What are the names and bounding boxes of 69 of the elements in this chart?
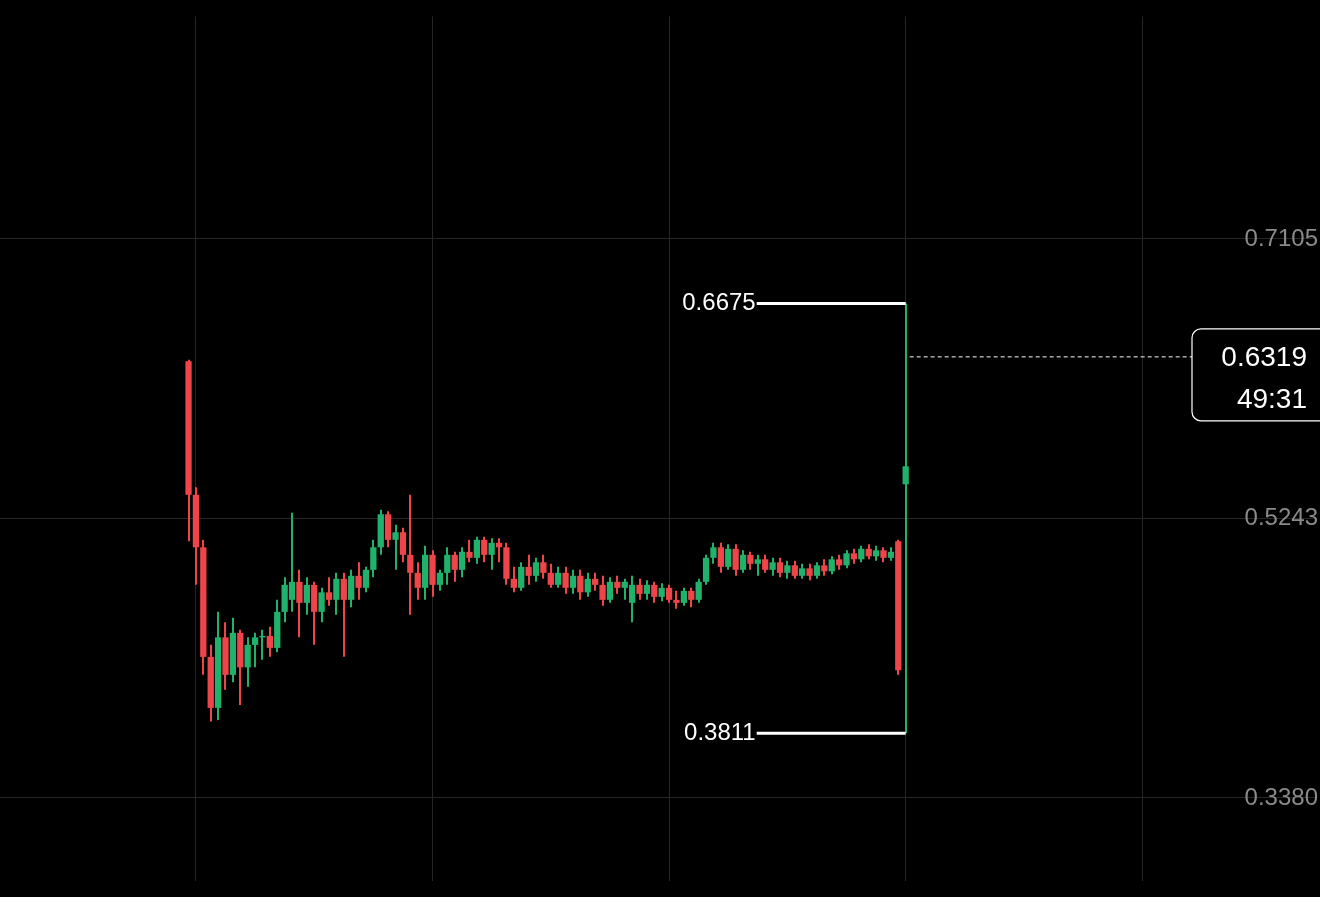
candlestick	[370, 538, 377, 579]
candlestick	[340, 571, 347, 658]
candlestick	[710, 541, 717, 565]
candlestick	[606, 576, 614, 604]
candlestick	[828, 555, 835, 576]
candlestick	[436, 568, 444, 592]
candlestick	[636, 577, 643, 601]
candlestick	[614, 574, 621, 595]
candlestick	[776, 556, 784, 579]
candlestick	[747, 550, 754, 571]
candlestick	[481, 535, 488, 564]
y-tick-label: 0.7105	[1244, 223, 1318, 251]
candlestick	[769, 556, 776, 577]
candlestick	[325, 576, 333, 607]
candlestick	[244, 636, 251, 688]
candlestick	[599, 574, 606, 607]
y-tick-label: 0.3380	[1244, 782, 1318, 810]
candlestick	[488, 537, 495, 571]
candlestick	[843, 549, 850, 570]
candlestick	[673, 589, 680, 610]
candlestick	[665, 583, 673, 604]
candlestick	[784, 559, 791, 580]
candlestick	[510, 565, 517, 594]
candlestick	[407, 493, 414, 616]
candlestick	[444, 546, 451, 586]
candlestick	[555, 565, 562, 589]
candlestick	[466, 538, 473, 564]
candlestick	[392, 523, 399, 571]
candlestick	[739, 549, 747, 574]
candlestick	[355, 561, 362, 601]
candlestick	[754, 553, 761, 577]
candlestick	[532, 556, 540, 583]
candlestick	[414, 561, 421, 601]
candlestick	[518, 561, 525, 592]
candlestick	[473, 535, 481, 565]
candlestick	[266, 625, 273, 658]
candlestick	[680, 586, 688, 607]
candlestick	[251, 631, 259, 669]
annotation: 49:31	[1236, 382, 1307, 414]
candlestick	[762, 553, 769, 574]
candlestick	[399, 526, 407, 564]
candlestick	[732, 543, 739, 577]
candlestick	[725, 543, 732, 571]
candlestick	[791, 559, 798, 580]
candlestick	[362, 565, 370, 594]
candlestick	[458, 546, 466, 579]
candlestick	[562, 565, 569, 595]
candlestick	[547, 562, 554, 589]
candlestick	[569, 568, 577, 595]
candlestick	[451, 550, 458, 583]
candlestick	[577, 568, 584, 601]
candlestick	[643, 579, 651, 601]
candlestick	[717, 541, 724, 574]
candlestick	[658, 582, 665, 603]
candlestick	[296, 568, 303, 639]
candlestick	[695, 577, 702, 604]
annotation: 0.3811	[684, 717, 756, 745]
candlestick	[592, 571, 599, 592]
annotation: 0.6675	[682, 288, 756, 316]
y-tick-label: 0.5243	[1244, 502, 1318, 530]
candlestick	[525, 553, 532, 586]
candlestick	[688, 586, 695, 609]
candlestick	[584, 571, 591, 598]
candlestick	[318, 586, 325, 624]
candlestick	[540, 553, 547, 580]
candlestick	[333, 571, 340, 616]
candlestick	[651, 580, 658, 604]
ref-line-label: 0.6319	[1221, 340, 1307, 372]
candlestick	[303, 576, 310, 616]
